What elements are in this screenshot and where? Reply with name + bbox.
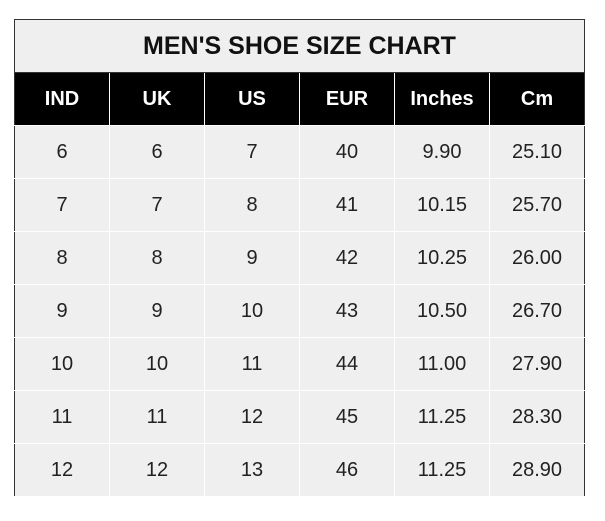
- column-header: US: [204, 72, 300, 126]
- table-cell: 12: [14, 443, 110, 497]
- table-cell: 9.90: [394, 125, 490, 179]
- table-cell: 11: [204, 337, 300, 391]
- table-cell: 9: [204, 231, 300, 285]
- table-row: 7 7 8 41 10.15 25.70: [14, 178, 585, 232]
- shoe-size-table: MEN'S SHOE SIZE CHART IND UK US EUR Inches Cm…: [14, 19, 585, 497]
- table-cell: 10.25: [394, 231, 490, 285]
- table-cell: 7: [109, 178, 205, 232]
- table-title: MEN'S SHOE SIZE CHART: [14, 19, 585, 73]
- table-row: 12 12 13 46 11.25 28.90: [14, 443, 585, 497]
- table-cell: 6: [109, 125, 205, 179]
- table-row: 11 11 12 45 11.25 28.30: [14, 390, 585, 444]
- table-row: 6 6 7 40 9.90 25.10: [14, 125, 585, 179]
- table-cell: 44: [299, 337, 395, 391]
- table-cell: 10.50: [394, 284, 490, 338]
- table-cell: 26.70: [489, 284, 585, 338]
- table-cell: 8: [14, 231, 110, 285]
- table-row: 9 9 10 43 10.50 26.70: [14, 284, 585, 338]
- table-cell: 11.00: [394, 337, 490, 391]
- column-header: Cm: [489, 72, 585, 126]
- table-cell: 10.15: [394, 178, 490, 232]
- column-header: IND: [14, 72, 110, 126]
- table-cell: 7: [14, 178, 110, 232]
- table-cell: 8: [109, 231, 205, 285]
- table-cell: 12: [109, 443, 205, 497]
- table-cell: 25.70: [489, 178, 585, 232]
- table-cell: 28.30: [489, 390, 585, 444]
- table-cell: 13: [204, 443, 300, 497]
- table-cell: 11: [14, 390, 110, 444]
- table-cell: 10: [14, 337, 110, 391]
- table-cell: 8: [204, 178, 300, 232]
- table-cell: 7: [204, 125, 300, 179]
- table-cell: 46: [299, 443, 395, 497]
- table-row: 10 10 11 44 11.00 27.90: [14, 337, 585, 391]
- table-cell: 10: [109, 337, 205, 391]
- table-cell: 40: [299, 125, 395, 179]
- table-cell: 26.00: [489, 231, 585, 285]
- table-cell: 41: [299, 178, 395, 232]
- table-cell: 6: [14, 125, 110, 179]
- table-cell: 42: [299, 231, 395, 285]
- table-row: 8 8 9 42 10.25 26.00: [14, 231, 585, 285]
- table-cell: 12: [204, 390, 300, 444]
- table-cell: 10: [204, 284, 300, 338]
- table-cell: 27.90: [489, 337, 585, 391]
- table-cell: 43: [299, 284, 395, 338]
- column-header: EUR: [299, 72, 395, 126]
- table-cell: 25.10: [489, 125, 585, 179]
- table-cell: 11.25: [394, 443, 490, 497]
- table-cell: 28.90: [489, 443, 585, 497]
- header-row: IND UK US EUR Inches Cm: [14, 72, 585, 126]
- column-header: UK: [109, 72, 205, 126]
- table-cell: 11: [109, 390, 205, 444]
- table-cell: 9: [14, 284, 110, 338]
- table-cell: 9: [109, 284, 205, 338]
- table-cell: 45: [299, 390, 395, 444]
- column-header: Inches: [394, 72, 490, 126]
- table-cell: 11.25: [394, 390, 490, 444]
